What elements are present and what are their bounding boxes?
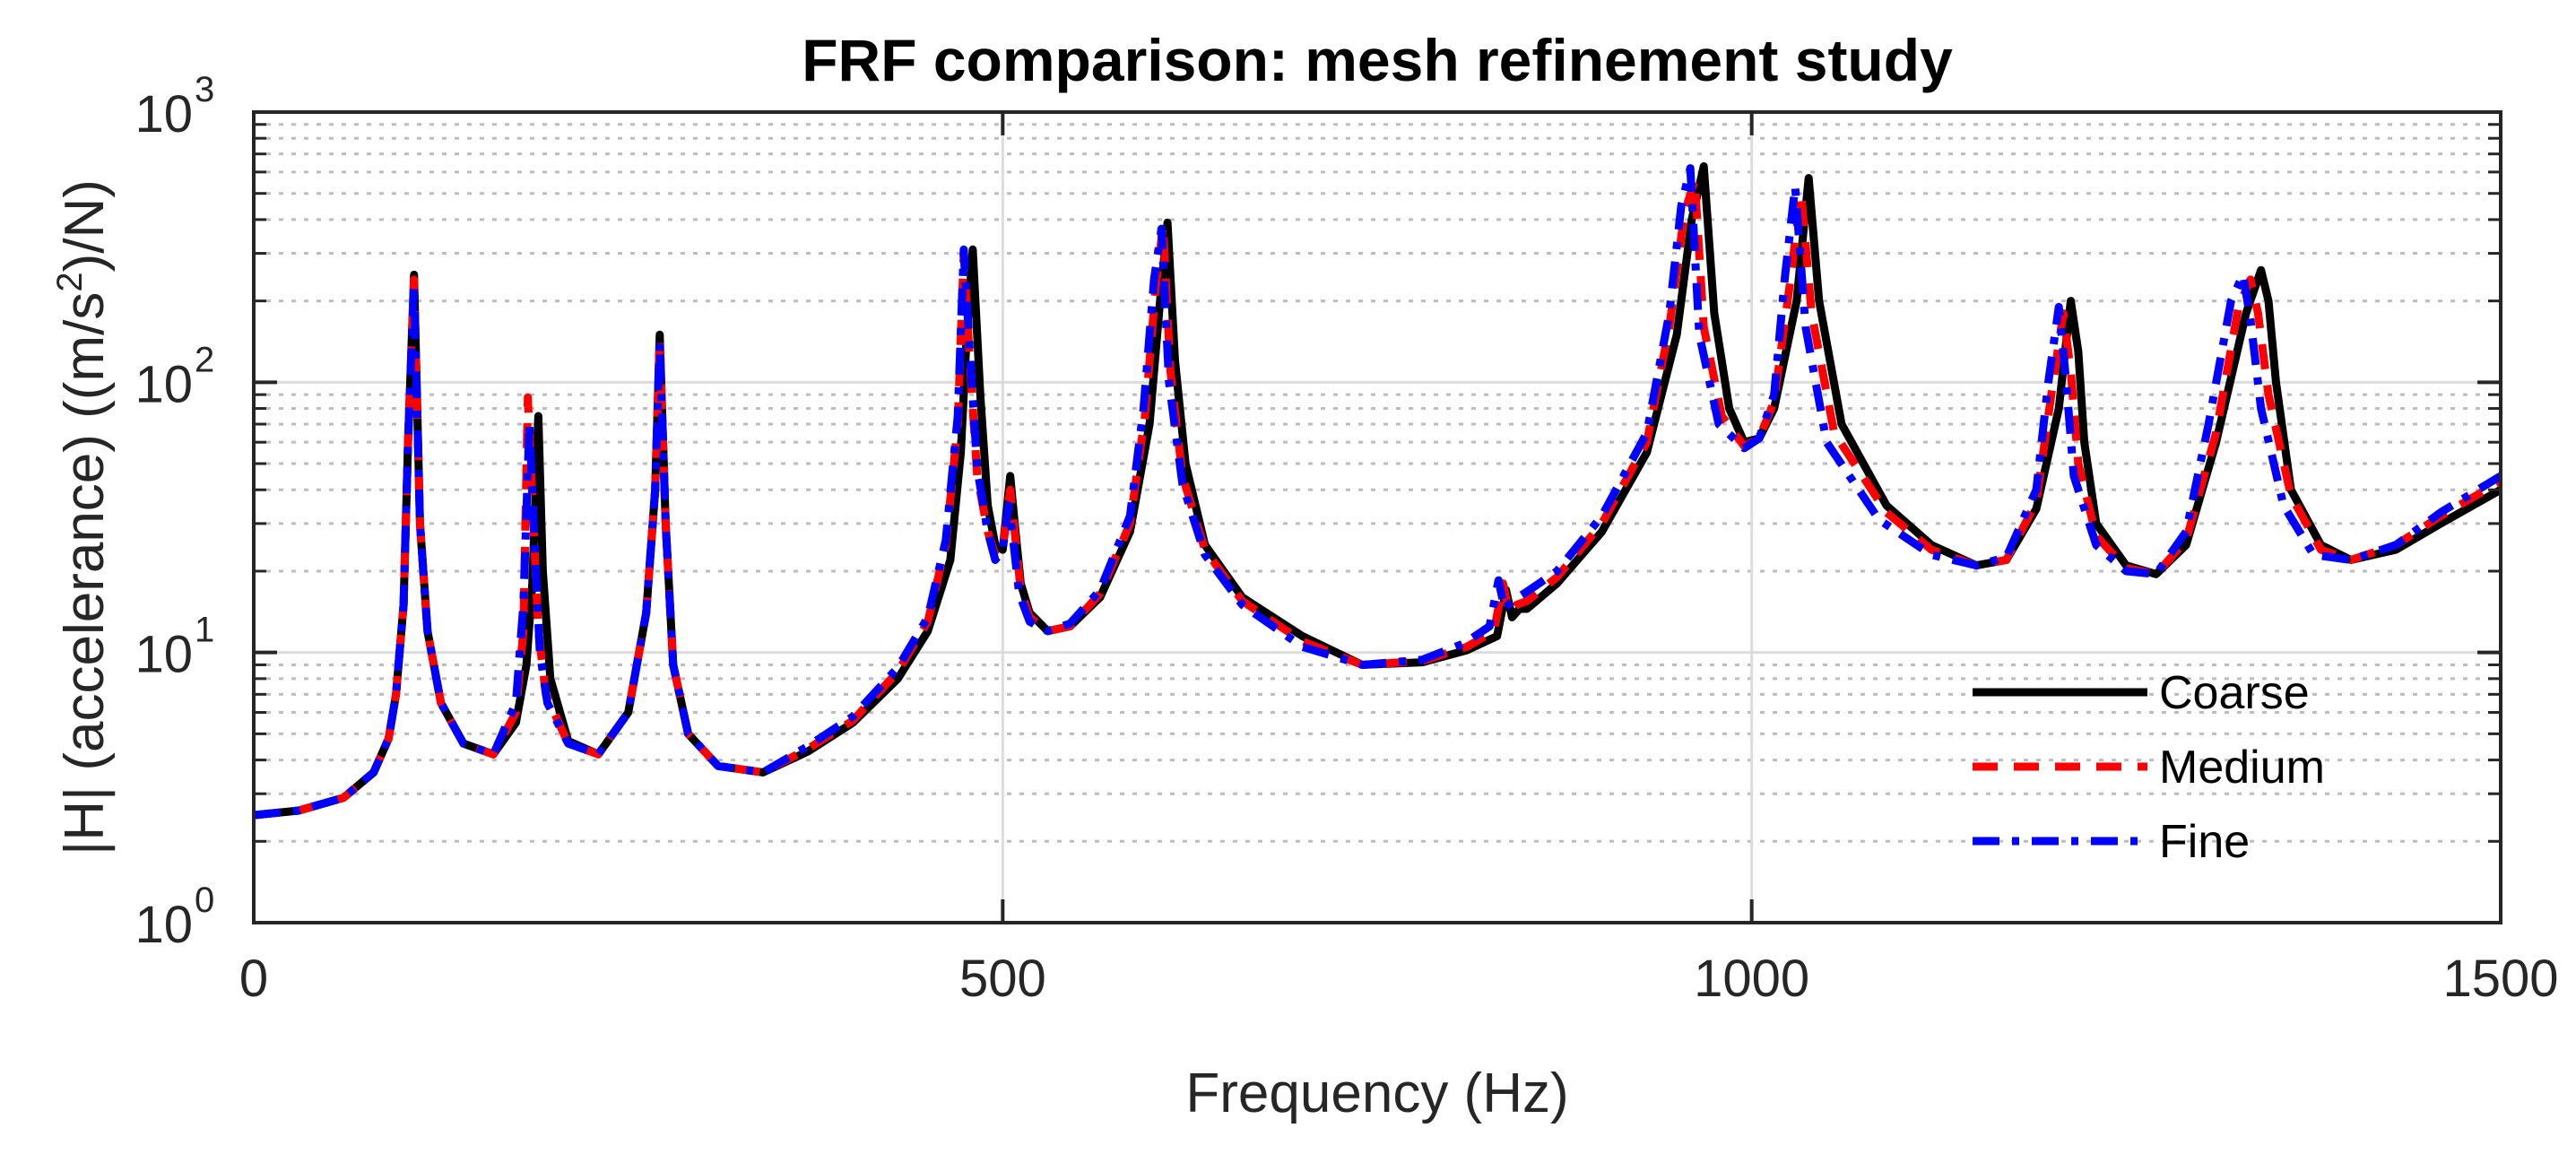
legend-label-coarse: Coarse xyxy=(2159,667,2310,719)
series-line-fine xyxy=(253,164,2503,820)
y-tick-label: 10 xyxy=(134,626,193,684)
tick-layer xyxy=(252,110,2502,924)
series-layer xyxy=(253,162,2503,820)
x-tick-label: 1000 xyxy=(1694,950,1809,1008)
y-tick-label: 10 xyxy=(134,896,193,954)
legend: Coarse Medium Fine xyxy=(1973,667,2325,868)
series-line-medium xyxy=(253,176,2503,820)
y-tick-exponent: 3 xyxy=(195,70,214,109)
y-axis-label-end: )/N) xyxy=(54,179,116,272)
x-tick-label: 0 xyxy=(239,950,268,1008)
y-axis-label-superscript: 2 xyxy=(50,272,90,291)
y-tick-label: 10 xyxy=(134,355,193,413)
x-axis-label: Frequency (Hz) xyxy=(1185,1063,1568,1124)
y-axis-label-main: |H| (accelerance) ((m/s xyxy=(54,292,116,855)
legend-label-medium: Medium xyxy=(2159,742,2325,794)
y-axis-label: |H| (accelerance) ((m/s2)/N) xyxy=(50,179,116,855)
y-tick-exponent: 1 xyxy=(195,611,214,650)
y-tick-exponent: 2 xyxy=(195,340,214,379)
y-tick-base: 10 xyxy=(134,85,193,143)
y-tick-exponent: 0 xyxy=(195,881,214,920)
legend-label-fine: Fine xyxy=(2159,816,2250,868)
y-tick-base: 10 xyxy=(134,355,193,413)
axes-box xyxy=(252,110,2502,924)
x-tick-label: 1500 xyxy=(2442,950,2558,1008)
chart-title: FRF comparison: mesh refinement study xyxy=(802,27,1953,93)
x-tick-label: 500 xyxy=(959,950,1046,1008)
tick-labels: 10 010 110 210 30 500 1000 1500 xyxy=(134,70,2558,1008)
y-tick-base: 10 xyxy=(134,896,193,954)
y-tick-label: 10 xyxy=(134,85,193,143)
y-tick-base: 10 xyxy=(134,626,193,684)
